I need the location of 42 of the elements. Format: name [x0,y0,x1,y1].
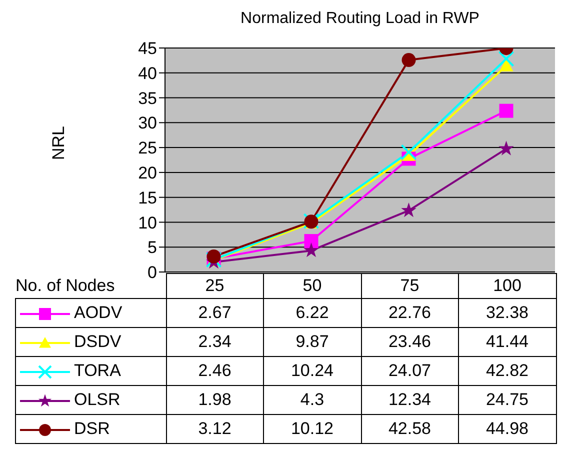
data-label: 41.44 [458,328,556,356]
data-label: 12.34 [361,386,458,414]
legend-label: AODV [74,303,122,322]
x-axis-title: No. of Nodes [16,276,115,295]
x-tick-label: 50 [264,274,361,298]
data-label: 42.82 [458,356,556,386]
legend-label: DSR [74,419,110,438]
x-tick-label: 100 [458,274,556,298]
data-label: 9.87 [264,328,361,356]
data-label: 3.12 [166,414,264,444]
y-axis-title: NRL [49,126,68,160]
data-label: 24.75 [458,386,556,414]
y-tick-label: 0 [148,263,157,282]
data-label: 2.46 [166,356,264,386]
data-label: 10.12 [264,414,361,444]
y-tick-label: 30 [138,114,157,133]
data-label: 2.34 [166,328,264,356]
y-tick-label: 35 [138,88,157,108]
data-label: 42.58 [361,414,458,444]
chart-title: Normalized Routing Load in RWP [240,10,480,28]
y-tick-label: 40 [138,64,157,83]
data-label: 32.38 [458,298,556,328]
legend-label: OLSR [74,390,120,409]
x-tick-label: 25 [166,274,264,298]
x-tick-label: 75 [361,274,458,298]
y-tick-label: 10 [138,213,157,232]
y-tick-label: 5 [148,238,157,258]
y-tick-label: 25 [138,138,157,158]
data-label: 23.46 [361,328,458,356]
data-label: 44.98 [458,414,556,444]
data-label: 1.98 [166,386,264,414]
y-tick-label: 45 [138,39,157,58]
data-label: 10.24 [264,356,361,386]
data-label: 24.07 [361,356,458,386]
data-label: 6.22 [264,298,361,328]
data-label: 4.3 [264,386,361,414]
data-label: 22.76 [361,298,458,328]
y-tick-label: 20 [138,163,157,182]
legend-label: TORA [74,361,121,380]
y-tick-label: 15 [138,188,157,208]
legend-label: DSDV [74,332,122,351]
data-label: 2.67 [166,298,264,328]
